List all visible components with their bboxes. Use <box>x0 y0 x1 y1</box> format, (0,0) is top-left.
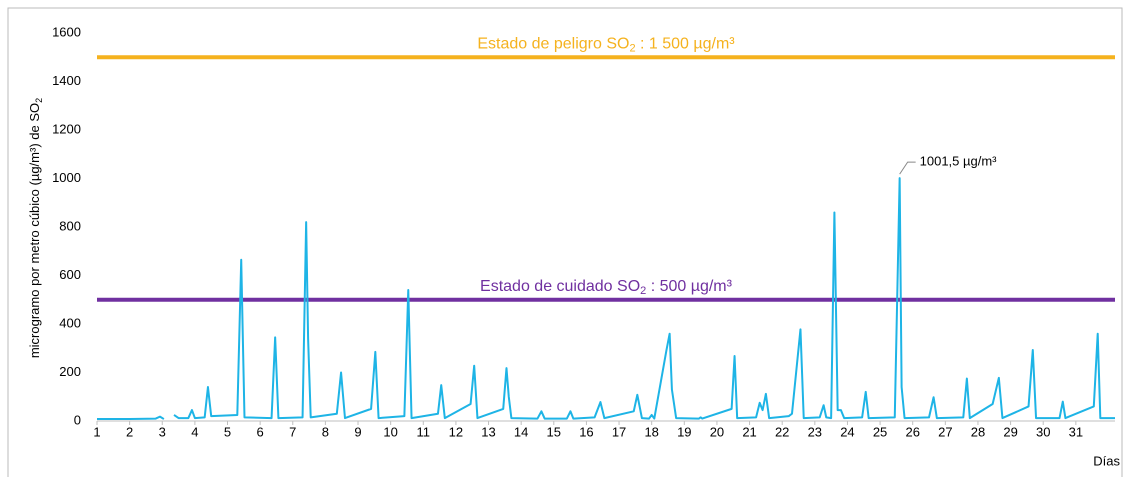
y-tick-label: 800 <box>59 218 81 233</box>
x-tick-label: 13 <box>481 424 495 439</box>
x-tick-label: 30 <box>1036 424 1050 439</box>
x-tick-label: 23 <box>808 424 822 439</box>
x-tick-label: 8 <box>322 424 329 439</box>
x-tick-label: 19 <box>677 424 691 439</box>
x-tick-label: 20 <box>710 424 724 439</box>
threshold-label-text: : 1 500 µg/m³ <box>636 35 736 52</box>
x-tick-label: 25 <box>873 424 887 439</box>
data-line <box>97 177 1115 421</box>
x-tick-label: 12 <box>449 424 463 439</box>
x-tick-label: 31 <box>1069 424 1083 439</box>
x-tick-label: 27 <box>938 424 952 439</box>
x-tick-label: 16 <box>579 424 593 439</box>
x-tick-label: 6 <box>257 424 264 439</box>
x-tick-label: 10 <box>383 424 397 439</box>
annotation: 1001,5 µg/m³ <box>920 154 998 169</box>
threshold-label-text: Estado de cuidado SO <box>480 278 640 295</box>
x-tick-label: 14 <box>514 424 528 439</box>
x-tick-label: 24 <box>840 424 854 439</box>
x-tick-label: 4 <box>191 424 198 439</box>
x-tick-label: 28 <box>971 424 985 439</box>
x-tick-label: 3 <box>159 424 166 439</box>
x-tick-label: 21 <box>742 424 756 439</box>
y-tick-label: 1200 <box>52 121 81 136</box>
x-tick-label: 26 <box>905 424 919 439</box>
y-tick-label: 1400 <box>52 73 81 88</box>
x-tick-label: 17 <box>612 424 626 439</box>
y-tick-label: 600 <box>59 267 81 282</box>
x-tick-label: 1 <box>93 424 100 439</box>
y-tick-label: 400 <box>59 315 81 330</box>
threshold-label-sub: 2 <box>629 42 635 54</box>
x-tick-label: 15 <box>547 424 561 439</box>
x-tick-label: 11 <box>417 424 431 439</box>
threshold-label: Estado de cuidado SO2 : 500 µg/m³ <box>480 278 733 297</box>
chart-frame <box>7 7 1123 477</box>
x-tick-label: 9 <box>354 424 361 439</box>
x-tick-label: 18 <box>644 424 658 439</box>
x-tick-label: 2 <box>126 424 133 439</box>
annotation-leader <box>899 161 916 175</box>
x-tick-label: 7 <box>289 424 296 439</box>
y-tick-label: 0 <box>74 412 81 427</box>
x-tick-label: 22 <box>775 424 789 439</box>
threshold-label: Estado de peligro SO2 : 1 500 µg/m³ <box>477 35 735 54</box>
y-tick-label: 200 <box>59 364 81 379</box>
y-axis-label: microgramo por metro cúbico (µg/m³) de S… <box>27 98 44 358</box>
x-tick-label: 5 <box>224 424 231 439</box>
y-tick-label: 1000 <box>52 170 81 185</box>
y-tick-label: 1600 <box>52 24 81 39</box>
x-axis-label: Días <box>1093 453 1120 468</box>
threshold-label-text: : 500 µg/m³ <box>646 278 732 295</box>
threshold-label-sub: 2 <box>640 285 646 297</box>
threshold-label-text: Estado de peligro SO <box>477 35 629 52</box>
x-tick-label: 29 <box>1003 424 1017 439</box>
